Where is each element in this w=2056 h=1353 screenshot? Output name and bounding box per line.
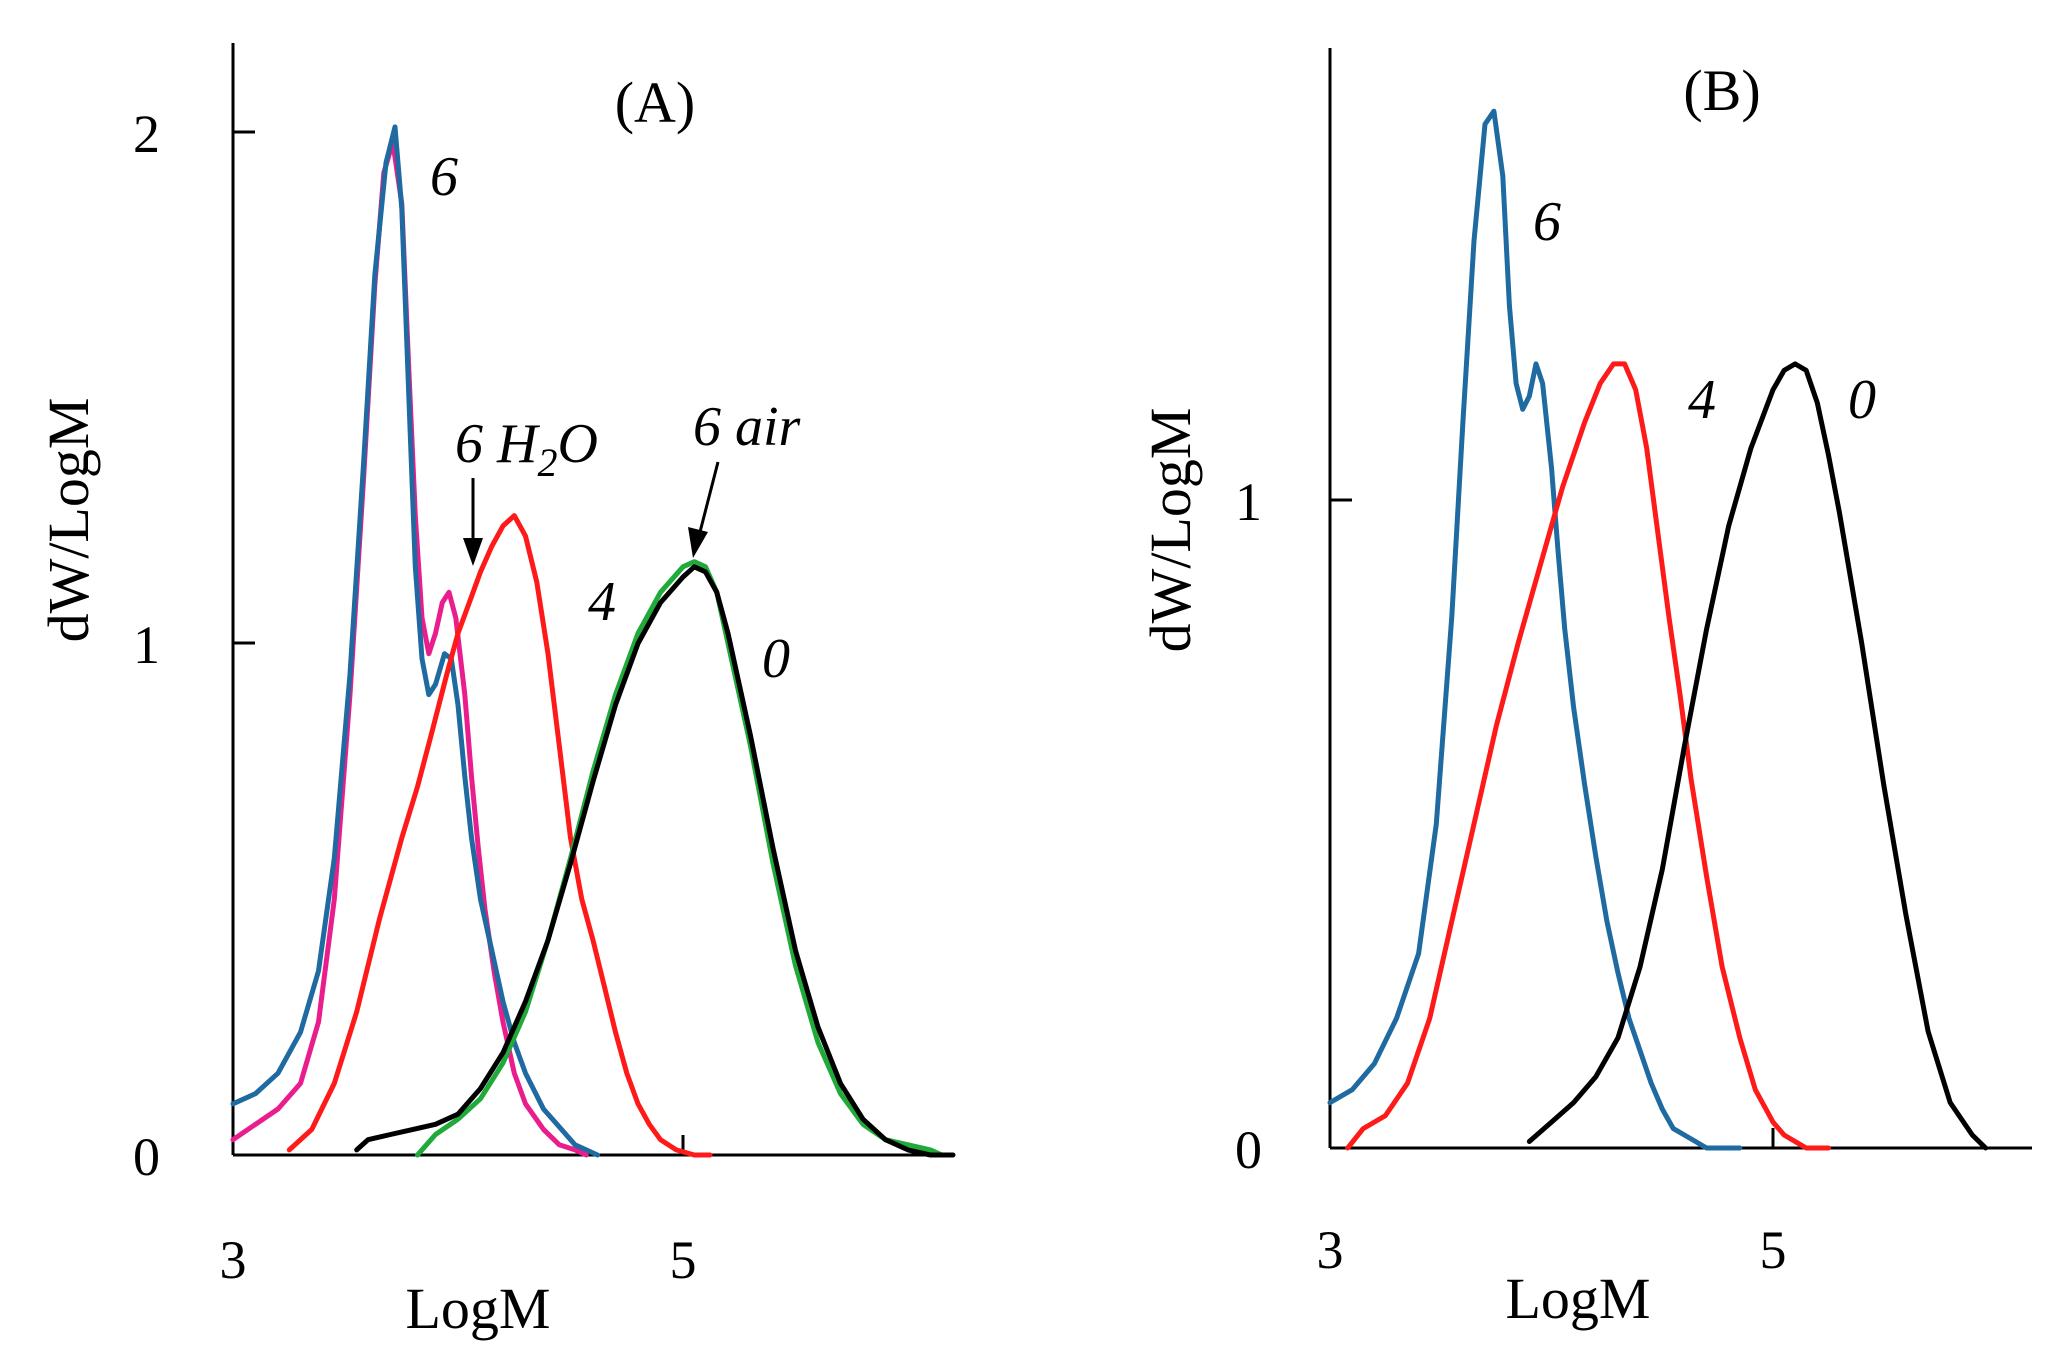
panel-a-label-6-h2o: 6 H2O bbox=[455, 413, 598, 485]
panel-a-y-tick-label: 0 bbox=[133, 1127, 160, 1187]
panel-a-series-6-air bbox=[415, 559, 945, 1158]
panel-a-label-4: 4 bbox=[588, 571, 616, 633]
panel-a-x-axis-label: LogM bbox=[406, 1276, 551, 1341]
panel-b-x-tick-label: 5 bbox=[1760, 1220, 1787, 1280]
panel-b-y-axis-label: dW/LogM bbox=[1138, 408, 1203, 653]
panel-a-x-tick-label: 5 bbox=[670, 1230, 697, 1290]
panel-a-title: (A) bbox=[615, 70, 696, 135]
panel-b-label-6: 6 bbox=[1533, 191, 1561, 253]
panel-a-label-0: 0 bbox=[762, 628, 790, 690]
panel-a-arrowhead-6-h2o bbox=[463, 538, 483, 566]
panel-b-label-4: 4 bbox=[1688, 369, 1716, 431]
panel-b-series-0 bbox=[1526, 361, 1989, 1151]
panel-a-series-6 bbox=[230, 124, 600, 1158]
panel-b-series-4 bbox=[1345, 361, 1831, 1151]
panel-a-arrowhead-6-air bbox=[688, 527, 708, 558]
panel-b-series-6 bbox=[1327, 108, 1743, 1151]
panel-a: (A) 3 5 0 1 2 LogM dW/LogM 6 6 H2O 6 air… bbox=[36, 43, 956, 1341]
panel-a-y-axis-label: dW/LogM bbox=[36, 398, 101, 643]
panel-a-label-6-air: 6 air bbox=[693, 396, 801, 458]
panel-b-x-tick-label: 3 bbox=[1317, 1220, 1344, 1280]
panel-a-series-6-h2o bbox=[230, 139, 589, 1158]
panel-a-series-4 bbox=[286, 513, 713, 1158]
panel-a-y-tick-label: 2 bbox=[133, 104, 160, 164]
panel-a-label-6: 6 bbox=[430, 146, 458, 208]
panel-a-y-tick-label: 1 bbox=[133, 615, 160, 675]
panel-b-label-0: 0 bbox=[1848, 369, 1876, 431]
panel-b: (B) 3 5 0 1 LogM dW/LogM 6 4 0 bbox=[1138, 48, 2032, 1331]
panel-a-series-0 bbox=[354, 564, 956, 1158]
panel-b-x-axis-label: LogM bbox=[1506, 1266, 1651, 1331]
panel-a-arrow-6-air bbox=[698, 461, 720, 533]
panel-b-title: (B) bbox=[1683, 58, 1760, 123]
panel-b-y-tick-label: 0 bbox=[1235, 1120, 1262, 1180]
panel-b-y-tick-label: 1 bbox=[1235, 472, 1262, 532]
panel-a-x-tick-label: 3 bbox=[220, 1230, 247, 1290]
